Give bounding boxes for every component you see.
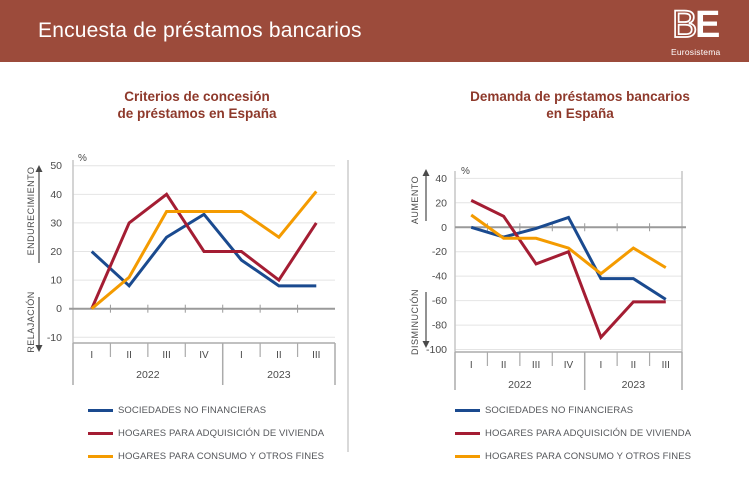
series-line xyxy=(90,212,317,289)
year-label: 2022 xyxy=(136,369,160,381)
quarter-label: II xyxy=(276,350,282,361)
year-label: 2023 xyxy=(622,379,646,391)
axis-direction-up-label: ENDURECIMIENTO xyxy=(26,167,36,256)
y-tick-label: 20 xyxy=(435,197,447,209)
left-chart-legend: SOCIEDADES NO FINANCIERAS HOGARES PARA AD… xyxy=(88,399,324,468)
be-logo: B E Eurosistema xyxy=(671,3,723,57)
y-tick-label: 10 xyxy=(50,275,62,287)
legend-label: HOGARES PARA CONSUMO Y OTROS FINES xyxy=(118,451,325,462)
y-tick-label: 40 xyxy=(50,189,62,201)
series-line xyxy=(90,192,318,310)
legend-row: HOGARES PARA CONSUMO Y OTROS FINES xyxy=(88,445,324,468)
y-tick-label: 40 xyxy=(435,173,447,185)
panel-divider xyxy=(347,160,349,452)
down-arrow-head xyxy=(422,341,430,348)
series-line xyxy=(470,213,667,276)
quarter-label: II xyxy=(126,350,132,361)
header-bar: Encuesta de préstamos bancarios B E Euro… xyxy=(0,0,749,62)
left-chart-title-line2: de préstamos en España xyxy=(117,106,277,121)
legend-swatch xyxy=(88,432,113,435)
legend-swatch xyxy=(455,432,480,435)
y-tick-label: 50 xyxy=(50,160,62,172)
left-chart-title: Criterios de concesión de préstamos en E… xyxy=(47,88,347,122)
quarter-label: III xyxy=(312,350,320,361)
right-chart-title-line2: en España xyxy=(546,106,614,121)
up-arrow-head xyxy=(35,165,43,172)
logo-letter-e: E xyxy=(695,6,720,44)
y-tick-label: -40 xyxy=(432,271,447,283)
quarter-label: I xyxy=(600,360,603,371)
legend-row: HOGARES PARA ADQUISICIÓN DE VIVIENDA xyxy=(88,422,324,445)
legend-swatch xyxy=(88,455,113,458)
right-chart-legend: SOCIEDADES NO FINANCIERAS HOGARES PARA AD… xyxy=(455,399,691,468)
down-arrow-head xyxy=(35,345,43,352)
year-label: 2022 xyxy=(508,379,532,391)
legend-row: HOGARES PARA ADQUISICIÓN DE VIVIENDA xyxy=(455,422,691,445)
quarter-label: I xyxy=(470,360,473,371)
left-chart-title-line1: Criterios de concesión xyxy=(124,89,270,104)
axis-direction-down-label: RELAJACIÓN xyxy=(26,291,36,353)
axis-direction-down-label: DISMINUCIÓN xyxy=(410,289,420,355)
up-arrow-head xyxy=(422,169,430,176)
y-tick-label: -80 xyxy=(432,320,447,332)
right-chart-title: Demanda de préstamos bancarios en España xyxy=(430,88,730,122)
legend-label: HOGARES PARA CONSUMO Y OTROS FINES xyxy=(485,451,692,462)
legend-label: SOCIEDADES NO FINANCIERAS xyxy=(118,405,267,416)
y-tick-label: 0 xyxy=(56,303,62,315)
legend-label: HOGARES PARA ADQUISICIÓN DE VIVIENDA xyxy=(118,428,325,439)
legend-row: SOCIEDADES NO FINANCIERAS xyxy=(455,399,691,422)
legend-swatch xyxy=(88,409,113,412)
series-line xyxy=(470,199,666,341)
y-tick-label: 30 xyxy=(50,217,62,229)
quarter-label: III xyxy=(162,350,170,361)
y-tick-label: 20 xyxy=(50,246,62,258)
legend-swatch xyxy=(455,455,480,458)
right-chart-title-line1: Demanda de préstamos bancarios xyxy=(470,89,690,104)
legend-label: HOGARES PARA ADQUISICIÓN DE VIVIENDA xyxy=(485,428,692,439)
legend-label: SOCIEDADES NO FINANCIERAS xyxy=(485,405,634,416)
quarter-label: IV xyxy=(199,350,209,361)
logo-subtitle: Eurosistema xyxy=(671,47,721,57)
y-tick-label: -100 xyxy=(426,344,447,356)
quarter-label: III xyxy=(662,360,670,371)
axis-direction-up-label: AUMENTO xyxy=(410,176,420,224)
y-tick-label: -60 xyxy=(432,295,447,307)
quarter-label: IV xyxy=(564,360,574,371)
unit-label: % xyxy=(78,153,87,164)
page-title: Encuesta de préstamos bancarios xyxy=(38,19,362,42)
legend-row: HOGARES PARA CONSUMO Y OTROS FINES xyxy=(455,445,691,468)
quarter-label: II xyxy=(501,360,507,371)
quarter-label: I xyxy=(90,350,93,361)
year-label: 2023 xyxy=(267,369,291,381)
quarter-label: III xyxy=(532,360,540,371)
quarter-label: II xyxy=(631,360,637,371)
y-tick-label: -20 xyxy=(432,246,447,258)
be-logo-letters: B E xyxy=(671,3,720,47)
series-line xyxy=(90,190,318,310)
y-tick-label: -10 xyxy=(47,332,62,344)
series-line xyxy=(470,215,667,301)
quarter-label: I xyxy=(240,350,243,361)
y-tick-label: 0 xyxy=(441,222,447,234)
legend-row: SOCIEDADES NO FINANCIERAS xyxy=(88,399,324,422)
logo-letter-b: B xyxy=(672,6,697,44)
legend-swatch xyxy=(455,409,480,412)
unit-label: % xyxy=(461,166,470,177)
